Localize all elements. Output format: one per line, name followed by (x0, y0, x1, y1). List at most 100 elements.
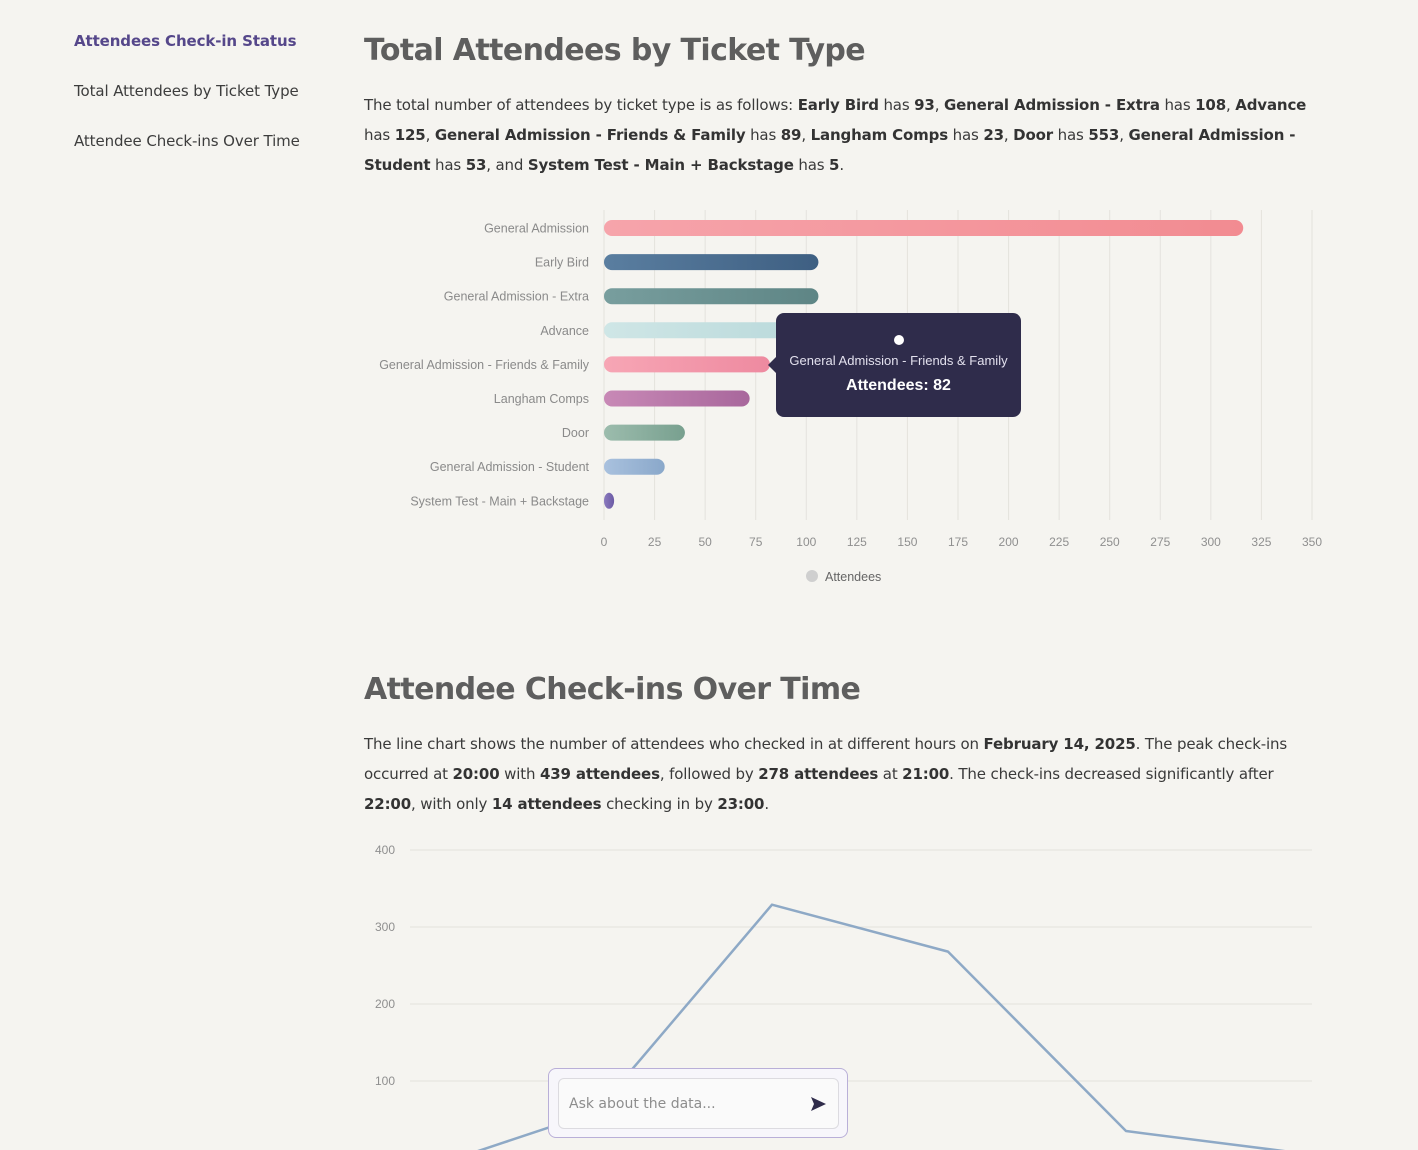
body-text: has (1159, 96, 1196, 114)
x-tick-label: 150 (897, 535, 917, 549)
bar[interactable] (604, 356, 770, 373)
y-category-label: Advance (540, 324, 589, 338)
body-text: , (1003, 126, 1014, 144)
bar-chart-tooltip: General Admission - Friends & Family Att… (768, 313, 1021, 417)
bar[interactable] (604, 390, 750, 407)
bar[interactable] (604, 288, 819, 305)
emphasis-text: Early Bird (797, 96, 879, 114)
y-category-label: System Test - Main + Backstage (410, 494, 589, 508)
emphasis-text: February 14, 2025 (983, 735, 1136, 753)
ask-data-input[interactable] (569, 1079, 799, 1128)
x-tick-label: 350 (1302, 535, 1322, 549)
emphasis-text: Advance (1235, 96, 1307, 114)
bar[interactable] (604, 254, 819, 271)
emphasis-text: General Admission - Student (364, 126, 1296, 174)
x-tick-label: 100 (796, 535, 816, 549)
emphasis-text: 89 (780, 126, 802, 144)
y-tick-label: 200 (375, 997, 395, 1011)
section-title-checkins-over-time: Attendee Check-ins Over Time (364, 672, 861, 707)
body-text: , followed by (659, 765, 759, 783)
emphasis-text: System Test - Main + Backstage (527, 156, 794, 174)
emphasis-text: 14 attendees (491, 795, 602, 813)
body-text: has (364, 126, 395, 144)
emphasis-text: 439 attendees (539, 765, 660, 783)
x-tick-label: 25 (648, 535, 662, 549)
emphasis-text: 125 (394, 126, 426, 144)
emphasis-text: 20:00 (452, 765, 500, 783)
body-text: , (801, 126, 811, 144)
bar[interactable] (604, 458, 665, 475)
ticket-type-summary: The total number of attendees by ticket … (364, 90, 1309, 180)
y-category-label: Langham Comps (494, 392, 589, 406)
y-category-label: General Admission - Friends & Family (379, 358, 590, 372)
sidebar-item-checkins-over-time[interactable]: Attendee Check-ins Over Time (74, 132, 300, 150)
tooltip-label: General Admission - Friends & Family (789, 353, 1008, 368)
emphasis-text: 108 (1195, 96, 1227, 114)
sidebar-item-attendees-by-ticket-type[interactable]: Total Attendees by Ticket Type (74, 82, 299, 100)
emphasis-text: 53 (465, 156, 487, 174)
bar[interactable] (604, 220, 1244, 236)
x-tick-label: 0 (601, 535, 608, 549)
y-tick-label: 400 (375, 843, 395, 857)
y-category-label: General Admission - Student (430, 460, 590, 474)
x-tick-label: 225 (1049, 535, 1069, 549)
body-text: , (1119, 126, 1129, 144)
sidebar-nav: Attendees Check-in Status Total Attendee… (74, 30, 334, 180)
x-tick-label: 75 (749, 535, 763, 549)
emphasis-text: 23 (983, 126, 1004, 144)
emphasis-text: 21:00 (902, 765, 950, 783)
tooltip-dot-icon (893, 335, 904, 345)
body-text: . The peak check-ins occurred at (364, 735, 1288, 783)
y-category-label: Door (562, 426, 589, 440)
body-text: . The check-ins decreased significantly … (949, 765, 1274, 783)
body-text: has (948, 126, 984, 144)
body-text: The total number of attendees by ticket … (364, 96, 798, 114)
emphasis-text: General Admission - Friends & Family (434, 126, 746, 144)
body-text: at (878, 765, 903, 783)
body-text: has (430, 156, 466, 174)
bar-chart-ticket-type: 0 25 50 75 100 125 150 175 200 225 250 275 300 325 350… (379, 210, 1322, 584)
x-tick-label: 250 (1100, 535, 1120, 549)
body-text: . (764, 795, 769, 813)
emphasis-text: 278 attendees (758, 765, 879, 783)
x-tick-label: 325 (1251, 535, 1271, 549)
send-icon (811, 1097, 826, 1111)
emphasis-text: Door (1013, 126, 1054, 144)
body-text: , with only (411, 795, 492, 813)
sidebar-item-checkin-status[interactable]: Attendees Check-in Status (74, 32, 297, 50)
section-title-ticket-type: Total Attendees by Ticket Type (364, 33, 866, 68)
emphasis-text: 23:00 (717, 795, 765, 813)
x-tick-label: 125 (847, 535, 867, 549)
body-text: has (1053, 126, 1089, 144)
body-text: has (878, 96, 915, 114)
body-text: checking in by (601, 795, 718, 813)
emphasis-text: 5 (829, 156, 840, 174)
body-text: , (1226, 96, 1236, 114)
y-category-label: Early Bird (535, 256, 589, 270)
emphasis-text: 553 (1088, 126, 1120, 144)
body-text: , (425, 126, 435, 144)
ask-data-panel (548, 1068, 848, 1138)
legend-label[interactable]: Attendees (825, 570, 881, 584)
body-text: The line chart shows the number of atten… (364, 735, 984, 753)
x-tick-label: 300 (1201, 535, 1221, 549)
y-category-label: General Admission (484, 222, 589, 236)
y-tick-label: 300 (375, 920, 395, 934)
y-tick-label: 100 (375, 1074, 395, 1088)
send-button[interactable] (808, 1094, 828, 1114)
legend-swatch-icon (806, 570, 818, 582)
emphasis-text: General Admission - Extra (943, 96, 1160, 114)
x-tick-label: 50 (698, 535, 712, 549)
ask-input-wrapper (558, 1078, 839, 1129)
y-category-label: General Admission - Extra (444, 290, 589, 304)
body-text: has (745, 126, 781, 144)
body-text: , (934, 96, 944, 114)
x-tick-label: 175 (948, 535, 968, 549)
emphasis-text: Langham Comps (810, 126, 949, 144)
bar[interactable] (604, 424, 685, 441)
bar[interactable] (604, 492, 615, 509)
tooltip-value: Attendees: 82 (846, 377, 951, 394)
emphasis-text: 22:00 (364, 795, 411, 813)
emphasis-text: 93 (914, 96, 935, 114)
x-tick-label: 200 (999, 535, 1019, 549)
